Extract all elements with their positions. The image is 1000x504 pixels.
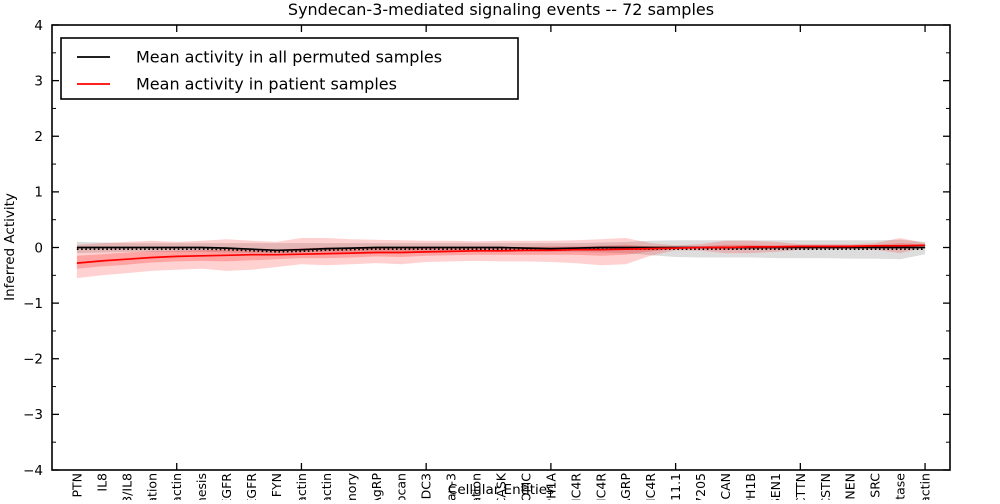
x-axis-label: Cellular Entities <box>448 482 554 498</box>
x-category-label: alpha-MSH/MC4R <box>568 473 583 500</box>
series-Mean-activity-in-patient-samples <box>76 244 926 264</box>
x-category-label: Syndecan-3/AgRP/MC4R <box>593 473 608 500</box>
x-category-label: NCSTN <box>818 473 833 500</box>
x-category-label: NCAN <box>718 473 733 500</box>
x-category-label: Gamma Secretase <box>893 473 908 500</box>
x-category-label: FGFR/FGF/Syndecan-3 <box>444 473 459 500</box>
x-category-label: APH1A <box>543 473 558 500</box>
legend-frame <box>60 37 519 100</box>
x-category-label: neuron projection morphogenesis <box>194 473 209 500</box>
x-category-label: SRC <box>868 473 883 498</box>
x-category-label: PSEN1 <box>768 473 783 500</box>
y-tick-label: 4 <box>34 18 43 34</box>
x-category-label: Syndecan-3/AgRP <box>369 473 384 500</box>
y-tick-label: −1 <box>23 296 43 312</box>
x-category-label: limb bud formation <box>469 473 484 500</box>
x-category-label: Fyn/Cortactin <box>294 473 309 500</box>
x-category-label: Syndecan-3/Fyn/Cortactin <box>319 473 334 500</box>
x-category-label: IL8 <box>94 473 109 492</box>
y-tick-label: 0 <box>34 240 43 256</box>
x-category-label: Src/Cortactin <box>918 473 933 500</box>
x-category-label: SDC3 <box>419 473 434 500</box>
x-category-label: Syndecan-3/Neurocan <box>394 473 409 500</box>
x-category-label: RP11-540L11.1 <box>668 473 683 500</box>
x-category-label: GO:0007205 <box>693 473 708 500</box>
y-tick-label: 2 <box>34 129 43 145</box>
x-category-label: Syndecan-3/CASK <box>494 472 509 500</box>
band-permuted-samples-range <box>76 239 926 260</box>
x-category-label: EGFR <box>219 473 234 500</box>
x-category-label: PTN <box>69 473 84 498</box>
y-tick-label: −2 <box>23 352 43 368</box>
x-category-label: FYN <box>269 473 284 497</box>
x-category-label: Syndecan-3/IL8 <box>119 473 134 500</box>
legend: Mean activity in all permuted samples Me… <box>60 37 519 100</box>
x-category-label: PSENEN <box>843 473 858 500</box>
figure-title: Syndecan-3-mediated signaling events -- … <box>288 0 714 19</box>
y-tick-label: 1 <box>34 185 43 201</box>
y-tick-label: −4 <box>23 463 43 479</box>
x-category-label: positive regulation of leukocyte migrati… <box>144 473 159 500</box>
y-axis-label: Inferred Activity <box>2 193 18 301</box>
x-category-label: Syndecan-3/EGFR <box>244 473 259 500</box>
x-category-label: MC4R <box>643 473 658 500</box>
plot-frame <box>51 24 951 471</box>
plot-area: −4 −3 −2 −1 0 1 2 3 4 PTN IL8 Syndecan-3/IL8 positiv… <box>23 18 950 504</box>
x-category-label: Syndecan-3/Src/Cortactin <box>169 473 184 500</box>
y-tick-label: −3 <box>23 407 43 423</box>
x-category-label: long-term memory <box>344 472 359 500</box>
x-category-label: CTTN <box>793 473 808 500</box>
legend-label-patient: Mean activity in patient samples <box>136 75 397 94</box>
x-category-label: APH1B <box>743 473 758 500</box>
series-Permuted-activity-dotted-reference <box>76 248 926 253</box>
x-category-label: AGRP <box>618 473 633 500</box>
y-tick-label: 3 <box>34 73 43 89</box>
x-category-label: POMC <box>518 473 533 500</box>
legend-label-permuted: Mean activity in all permuted samples <box>136 48 442 67</box>
